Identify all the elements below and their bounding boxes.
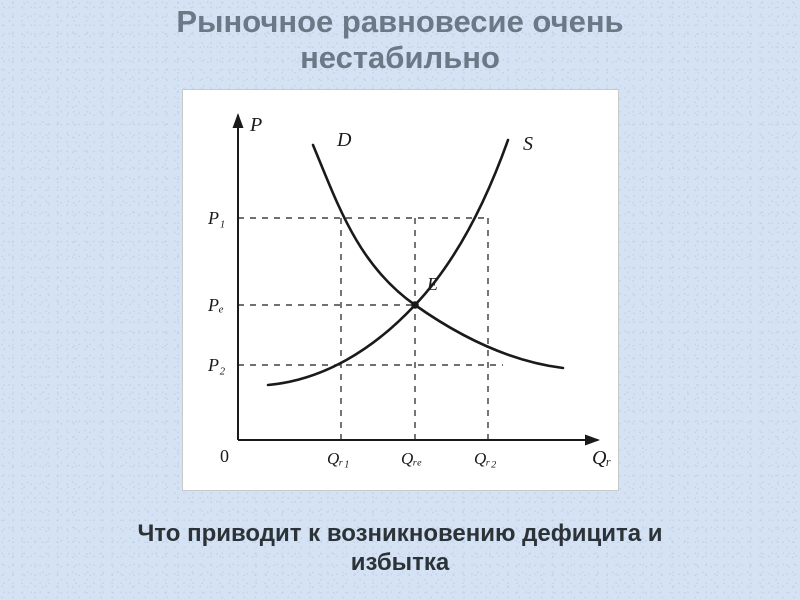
title-line-2: нестабильно <box>300 40 500 75</box>
x-axis-label: Qᵣ <box>592 447 611 469</box>
demand-label: D <box>336 129 352 151</box>
demand-curve <box>313 145 563 368</box>
y-tick-P1: P₁ <box>207 208 225 228</box>
supply-curve <box>268 140 508 385</box>
y-tick-P2: P₂ <box>207 355 225 375</box>
y-axis-label: P <box>249 114 262 136</box>
y-tick-Pe: Pₑ <box>207 295 224 315</box>
equilibrium-label: E <box>426 274 438 294</box>
page-subtitle: Что приводит к возникновению дефицита и … <box>0 520 800 578</box>
subtitle-line-1: Что приводит к возникновению дефицита и <box>137 520 662 547</box>
y-axis-arrow <box>232 113 243 128</box>
page-title: Рыночное равновесие очень нестабильно <box>0 0 800 75</box>
origin-label: 0 <box>220 446 229 466</box>
x-tick-Q1: Qᵣ₁ <box>327 449 349 468</box>
title-line-1: Рыночное равновесие очень <box>176 4 623 39</box>
x-axis-arrow <box>585 435 600 446</box>
equilibrium-point <box>411 301 419 309</box>
x-tick-Qe: Qᵣₑ <box>401 449 422 468</box>
x-tick-Q2: Qᵣ₂ <box>474 449 496 468</box>
subtitle-line-2: избытка <box>351 549 450 576</box>
supply-label: S <box>523 133 533 155</box>
equilibrium-chart: D S E P Qᵣ 0 P₁ Pₑ P₂ Qᵣ₁ Qᵣₑ Qᵣ₂ <box>182 89 619 491</box>
